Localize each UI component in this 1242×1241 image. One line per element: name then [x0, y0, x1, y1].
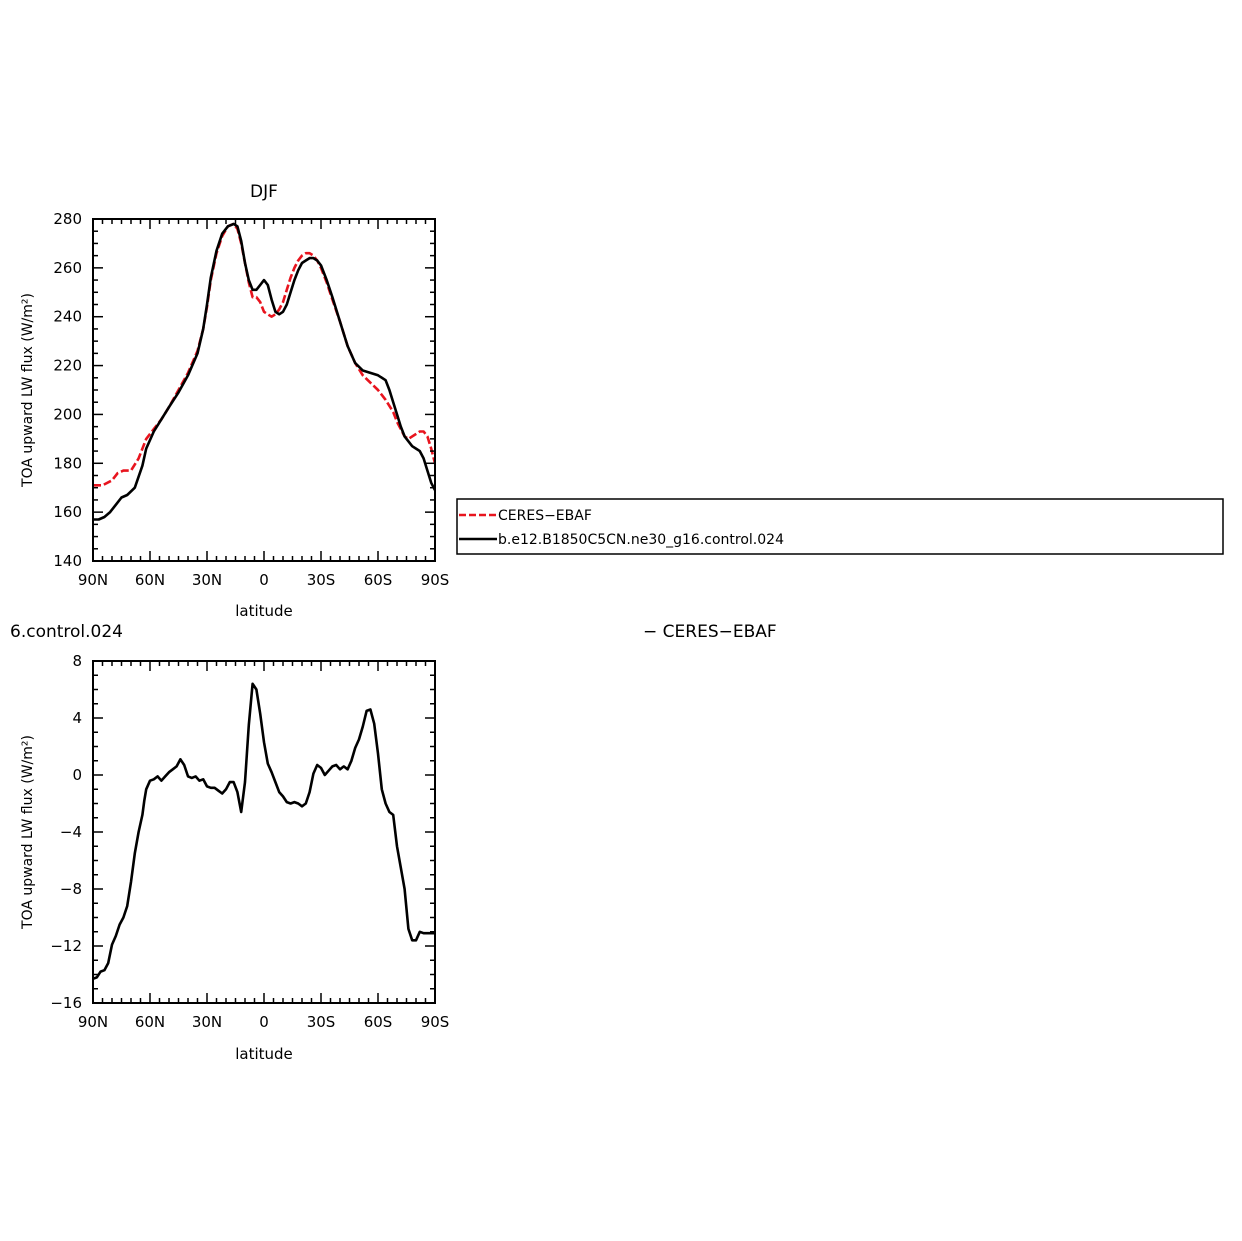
- bottom-chart-x-tick-label: 90S: [421, 1013, 450, 1031]
- top-chart-x-tick-label: 0: [259, 571, 269, 589]
- bottom-chart-y-tick-label: 0: [72, 766, 82, 784]
- bottom-chart-y-tick-label: −12: [50, 937, 82, 955]
- bottom-chart-y-tick-label: 4: [72, 709, 82, 727]
- top-chart-y-tick-label: 280: [53, 210, 82, 228]
- top-chart-title: DJF: [250, 182, 278, 202]
- bottom-chart-x-tick-label: 60N: [135, 1013, 165, 1031]
- top-chart-series-line-1: [93, 222, 435, 487]
- top-chart-series-line-2: [93, 222, 435, 521]
- top-chart-x-tick-label: 90S: [421, 571, 450, 589]
- bottom-chart-x-tick-label: 90N: [78, 1013, 108, 1031]
- top-chart-x-tick-label: 30S: [307, 571, 336, 589]
- bottom-chart-y-axis-label: TOA upward LW flux (W/m²): [20, 735, 36, 930]
- top-chart-x-tick-label: 30N: [192, 571, 222, 589]
- top-chart-y-axis-label: TOA upward LW flux (W/m²): [20, 293, 36, 488]
- legend-entry-model: b.e12.B1850C5CN.ne30_g16.control.024: [498, 532, 784, 548]
- legend-box: [456, 498, 1224, 555]
- bottom-chart: 6.control.024 − CERES−EBAF 90N 60N 30N 0 30S…: [10, 622, 777, 1063]
- top-chart-x-tick-label: 60S: [364, 571, 393, 589]
- top-chart-x-tick-label: 90N: [78, 571, 108, 589]
- top-chart-y-tick-label: 180: [53, 454, 82, 472]
- bottom-chart-title-left: 6.control.024: [10, 622, 123, 642]
- bottom-chart-x-tick-label: 30N: [192, 1013, 222, 1031]
- bottom-chart-series-line-1: [93, 682, 435, 981]
- top-chart-x-axis-label: latitude: [235, 602, 293, 620]
- top-chart-y-tick-label: 260: [53, 259, 82, 277]
- top-chart-plot-area: 90N 60N 30N 0 30S 60S 90S 140 160 180 200 220 240 260…: [53, 210, 449, 589]
- top-chart-y-tick-label: 200: [53, 405, 82, 423]
- legend-entry-ceres-ebaf: CERES−EBAF: [498, 508, 592, 524]
- top-chart-y-tick-label: 220: [53, 357, 82, 375]
- bottom-chart-x-axis-label: latitude: [235, 1045, 293, 1063]
- bottom-chart-y-tick-label: −4: [60, 823, 82, 841]
- bottom-chart-y-tick-label: 8: [72, 652, 82, 670]
- top-chart-x-tick-label: 60N: [135, 571, 165, 589]
- top-chart: DJF 90N 60N 30N 0 30S 60S 90S 140 160 180 200 220 24…: [20, 182, 449, 620]
- bottom-chart-y-tick-label: −16: [50, 994, 82, 1012]
- bottom-chart-plot-area: 90N 60N 30N 0 30S 60S 90S −16 −12 −8 −4 0 4 8: [50, 652, 449, 1031]
- top-chart-y-tick-label: 160: [53, 503, 82, 521]
- bottom-chart-y-tick-label: −8: [60, 880, 82, 898]
- top-chart-y-tick-label: 240: [53, 308, 82, 326]
- bottom-chart-x-tick-label: 60S: [364, 1013, 393, 1031]
- legend: CERES−EBAF b.e12.B1850C5CN.ne30_g16.cont…: [456, 498, 1224, 555]
- top-chart-y-tick-label: 140: [53, 552, 82, 570]
- bottom-chart-x-tick-label: 30S: [307, 1013, 336, 1031]
- bottom-chart-title-right: − CERES−EBAF: [643, 622, 777, 642]
- bottom-chart-x-tick-label: 0: [259, 1013, 269, 1031]
